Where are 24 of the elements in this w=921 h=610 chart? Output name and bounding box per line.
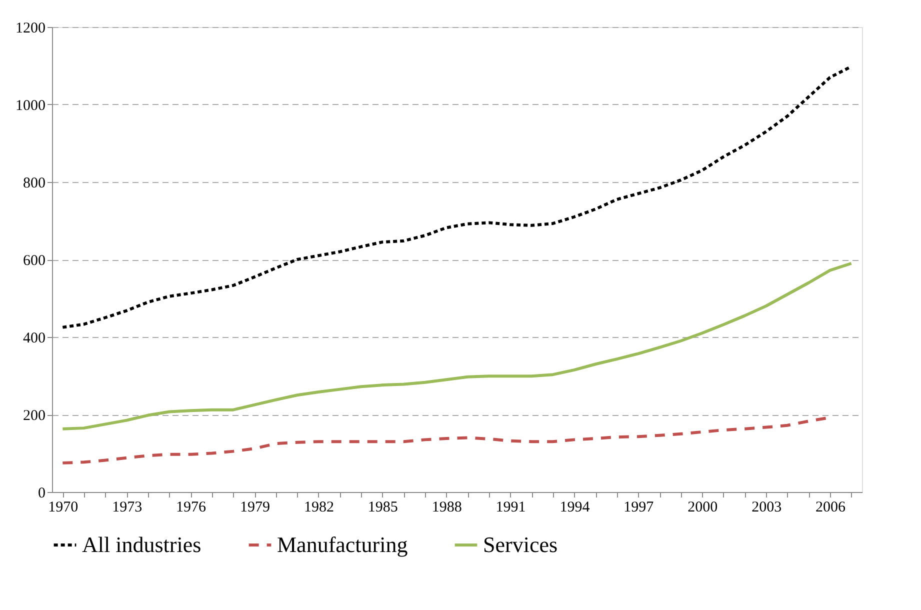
x-tick-label: 2000 (688, 500, 718, 516)
legend-label: Manufacturing (277, 532, 408, 557)
y-tick-label: 0 (38, 486, 46, 502)
x-tick-label: 1994 (560, 500, 590, 516)
y-tick-label: 200 (23, 408, 46, 424)
legend-label: Services (483, 532, 558, 557)
x-tick-label: 1970 (48, 500, 78, 516)
x-tick-label: 1976 (176, 500, 207, 516)
x-tick-label: 1988 (432, 500, 462, 516)
x-tick-label: 1991 (496, 500, 526, 516)
x-tick-label: 1979 (240, 500, 270, 516)
x-tick-label: 1997 (624, 500, 654, 516)
y-tick-label: 800 (23, 176, 46, 192)
line-series (61, 262, 853, 430)
x-tick-label: 1982 (304, 500, 334, 516)
y-tick-label: 600 (23, 253, 46, 269)
legend-label: All industries (82, 532, 202, 557)
x-tick-label: 1985 (368, 500, 398, 516)
y-tick-label: 400 (23, 330, 46, 346)
x-tick-label: 2006 (816, 500, 846, 516)
x-tick-label: 2003 (752, 500, 782, 516)
y-tick-label: 1200 (16, 20, 46, 36)
y-tick-label: 1000 (16, 98, 46, 114)
x-tick-label: 1973 (112, 500, 142, 516)
